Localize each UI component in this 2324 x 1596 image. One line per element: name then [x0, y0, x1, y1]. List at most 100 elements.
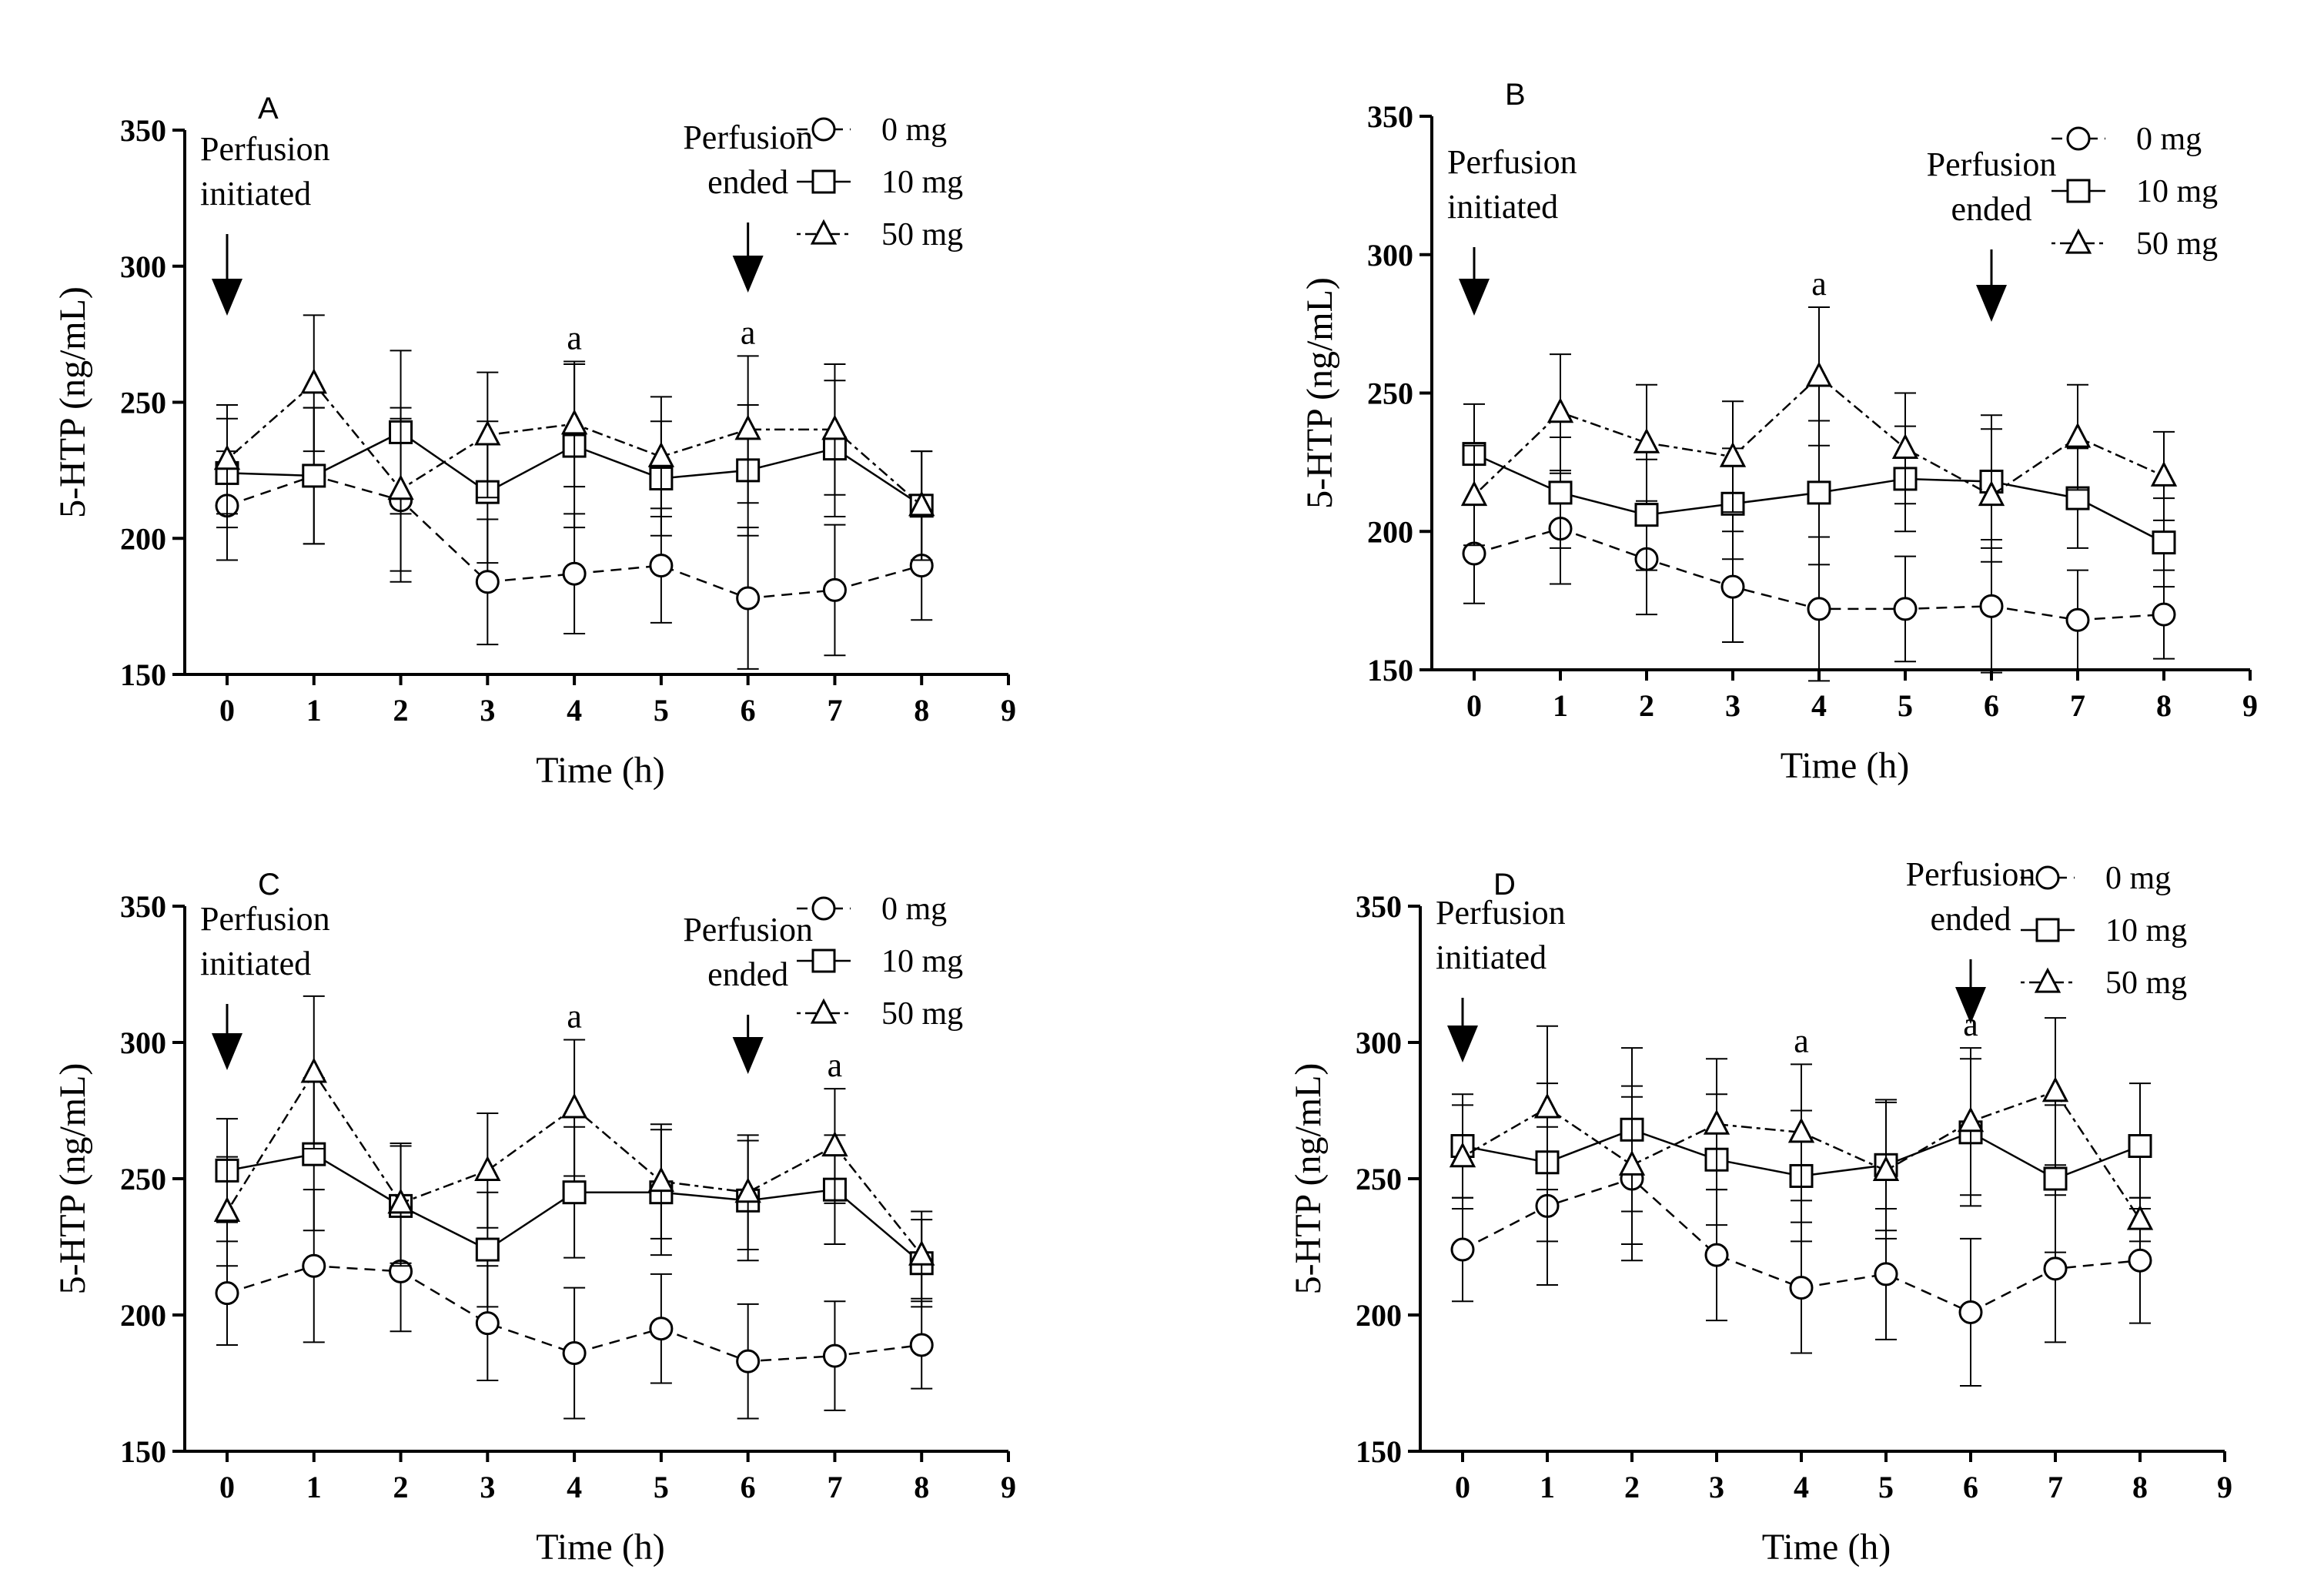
data-point: [647, 441, 675, 467]
panel-c: 0 1 2 3 4 5 6 7 8 9 150 200 250 300 350 Time (h) 5-HTP (…: [52, 868, 1016, 1568]
data-point: [1449, 1142, 1476, 1168]
x-tick-label: 2: [393, 693, 409, 728]
legend-marker: [2066, 126, 2091, 151]
data-point: [562, 1180, 587, 1205]
data-point: [734, 414, 761, 440]
x-tick-label: 8: [2156, 688, 2172, 723]
data-point: [474, 420, 501, 446]
data-point: [908, 1240, 935, 1266]
legend-marker: [2034, 967, 2062, 993]
data-point: [2043, 1256, 2068, 1281]
data-point: [2128, 1134, 2152, 1159]
arrow-head: [732, 1037, 764, 1074]
data-point: [1703, 1109, 1730, 1135]
data-point: [1978, 480, 2005, 507]
series-50-mg: [213, 314, 935, 572]
x-tick-label: 9: [2217, 1470, 2232, 1504]
x-tick-label: 0: [219, 693, 235, 728]
legend-marker: [811, 117, 836, 142]
annotation-text: Perfusion: [1447, 143, 1577, 181]
y-tick-label: 350: [1367, 99, 1413, 134]
y-tick-label: 150: [120, 657, 166, 692]
x-tick-label: 1: [1553, 688, 1568, 723]
y-tick-label: 300: [1367, 238, 1413, 273]
legend-label: 50 mg: [881, 996, 963, 1032]
y-tick-label: 300: [120, 249, 166, 284]
annotation-text: ended: [707, 163, 788, 201]
data-point: [475, 1237, 500, 1262]
legend-label: 10 mg: [881, 165, 963, 200]
annotation-text: Perfusion: [200, 130, 330, 168]
annotation-text: ended: [1951, 190, 2031, 228]
data-point: [2065, 607, 2090, 632]
data-point: [734, 1177, 761, 1203]
annotation-text: Perfusion: [683, 911, 813, 949]
annotation-text: ended: [1930, 900, 2011, 938]
x-tick-label: 0: [219, 1470, 235, 1504]
data-point: [821, 414, 848, 440]
y-tick-label: 250: [120, 1162, 166, 1196]
data-point: [2128, 1248, 2152, 1273]
legend-label: 0 mg: [2105, 861, 2171, 896]
data-point: [1719, 441, 1747, 467]
arrow-head: [1976, 285, 2007, 322]
x-tick-label: 1: [306, 1470, 322, 1504]
data-point: [649, 554, 674, 578]
data-point: [1450, 1237, 1475, 1262]
data-point: [821, 1131, 848, 1157]
legend-label: 10 mg: [881, 944, 963, 979]
data-point: [300, 1057, 327, 1083]
legend-marker: [811, 896, 836, 921]
legend-marker: [2035, 918, 2060, 942]
annotation-text: initiated: [200, 945, 311, 982]
legend-label: 50 mg: [2136, 226, 2218, 262]
data-point: [2150, 461, 2178, 487]
arrow-head: [1955, 987, 1986, 1024]
data-point: [2041, 1076, 2069, 1102]
perfusion-ended-annotation: Perfusion ended: [683, 119, 813, 293]
data-point: [560, 1092, 588, 1119]
x-tick-label: 6: [1963, 1470, 1978, 1504]
data-point: [908, 490, 935, 517]
series-line: [226, 1070, 923, 1256]
legend-label: 50 mg: [2105, 965, 2187, 1001]
data-point: [1547, 397, 1574, 423]
series-50-mg: [1460, 306, 2178, 563]
x-tick-label: 6: [741, 693, 756, 728]
x-tick-label: 2: [1624, 1470, 1640, 1504]
x-tick-label: 3: [1709, 1470, 1724, 1504]
data-point: [1805, 361, 1833, 387]
x-tick-label: 4: [567, 693, 582, 728]
data-point: [2064, 422, 2092, 448]
legend-marker: [2065, 228, 2092, 254]
x-tick-label: 8: [914, 693, 929, 728]
x-axis-title: Time (h): [1781, 745, 1910, 786]
annotation-text: initiated: [1436, 939, 1547, 976]
significance-label: a: [567, 319, 582, 356]
legend-marker: [2066, 179, 2091, 203]
data-point: [1548, 480, 1573, 505]
y-tick-label: 200: [120, 521, 166, 556]
data-point: [302, 463, 326, 488]
data-point: [1633, 427, 1660, 453]
x-tick-label: 2: [1639, 688, 1654, 723]
data-point: [1872, 1156, 1900, 1181]
x-tick-label: 6: [1984, 688, 1999, 723]
x-tick-label: 3: [480, 1470, 495, 1504]
data-point: [1704, 1243, 1729, 1267]
y-axis-title: 5-HTP (ng/mL): [1288, 1063, 1329, 1295]
arrow-head: [212, 1033, 242, 1070]
perfusion-initiated-annotation: Perfusion initiated: [200, 130, 330, 316]
data-point: [215, 1281, 239, 1306]
legend-label: 50 mg: [881, 217, 963, 253]
x-tick-label: 8: [2132, 1470, 2148, 1504]
x-tick-label: 4: [1811, 688, 1827, 723]
panel-d: 0 1 2 3 4 5 6 7 8 9 150 200 250 300 350 Time (h) 5-HTP (…: [1288, 855, 2232, 1568]
data-point: [649, 1317, 674, 1341]
x-tick-label: 3: [480, 693, 495, 728]
data-point: [475, 1311, 500, 1336]
data-point: [2152, 602, 2176, 627]
arrow-head: [732, 256, 764, 293]
data-point: [647, 1166, 675, 1193]
data-point: [1789, 1276, 1814, 1300]
